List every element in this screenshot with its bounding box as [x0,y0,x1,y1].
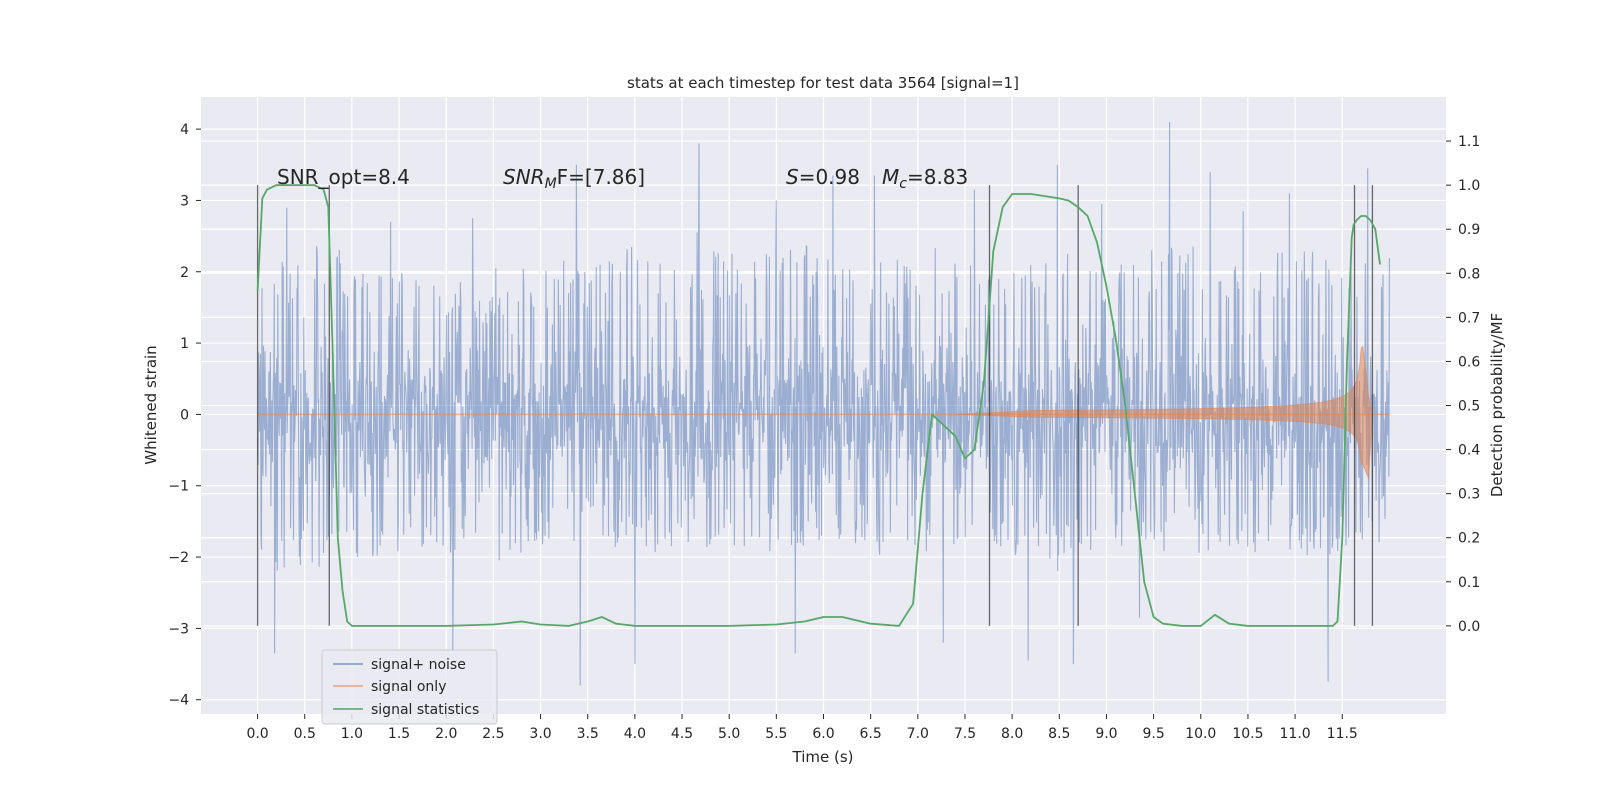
snr-mf-annotation: SNRMF=[7.86] [503,165,645,192]
x-tick-label: 8.0 [1001,726,1023,742]
legend: signal+ noise signal only signal statist… [321,649,498,725]
legend-label-signal-only: signal only [371,679,446,695]
y-right-tick-label: 0.3 [1458,487,1480,503]
legend-box [321,649,498,725]
signal-statistics-line [256,184,1381,627]
x-tick-label: 3.5 [577,726,599,742]
x-tick-label: 7.0 [907,726,929,742]
y-axis-left-label: Whitened strain [142,345,160,464]
x-tick-label: 0.5 [294,726,316,742]
x-tick-label: 2.0 [435,726,457,742]
y-right-tick-label: 0.5 [1458,399,1480,415]
y-axis-right-label: Detection probability/MF [1488,313,1506,497]
y-left-tick-label: 2 [180,265,189,281]
x-tick-label: 11.5 [1327,726,1358,742]
signal-statistics-series [256,184,1381,627]
x-tick-label: 4.5 [671,726,693,742]
x-tick-label: 1.5 [388,726,410,742]
x-tick-label: 2.5 [482,726,504,742]
x-tick-label: 1.0 [341,726,363,742]
mc-annotation: Mc=8.83 [882,165,968,192]
snr-opt-annotation: SNR_opt=8.4 [277,165,410,189]
y-right-tick-label: 0.2 [1458,531,1480,547]
y-right-tick-label: 1.0 [1458,178,1480,194]
signal-noise-line [257,121,1390,686]
y-left-tick-label: −2 [168,550,189,566]
x-tick-label: 10.5 [1232,726,1263,742]
x-tick-label: 10.0 [1185,726,1216,742]
x-axis-label: Time (s) [792,748,854,766]
x-tick-label: 5.5 [765,726,787,742]
x-tick-label: 6.0 [812,726,834,742]
x-tick-label: 4.0 [624,726,646,742]
y-left-tick-label: 4 [180,122,189,138]
y-left-tick-label: −1 [168,479,189,495]
y-left-tick-label: −4 [168,693,189,709]
y-right-tick-label: 0.0 [1458,619,1480,635]
y-left-tick-label: 1 [180,336,189,352]
y-left-tick-label: 3 [180,193,189,209]
chart-title: stats at each timestep for test data 356… [627,74,1019,92]
x-tick-label: 9.0 [1095,726,1117,742]
legend-label-signal-statistics: signal statistics [371,702,479,718]
x-tick-label: 3.0 [529,726,551,742]
legend-label-signal-noise: signal+ noise [371,657,466,673]
x-tick-label: 5.0 [718,726,740,742]
y-right-tick-label: 0.1 [1458,575,1480,591]
y-right-tick-label: 0.8 [1458,266,1480,282]
y-right-tick-label: 0.4 [1458,443,1480,459]
x-tick-label: 8.5 [1048,726,1070,742]
y-right-tick-label: 0.7 [1458,310,1480,326]
s-annotation: S=0.98 [786,165,860,189]
y-right-tick-label: 0.6 [1458,354,1480,370]
x-tick-label: 7.5 [954,726,976,742]
x-tick-label: 11.0 [1280,726,1311,742]
vertical-marker-lines [256,185,1374,626]
y-right-tick-label: 0.9 [1458,222,1480,238]
signal-noise-series [257,121,1390,686]
x-tick-label: 9.5 [1142,726,1164,742]
axis-ticks: 0.0 0.5 1.0 1.5 2.0 2.5 3.0 3.5 4.0 4.5 5.0 5.5 6.0 6… [168,122,1480,742]
y-left-tick-label: 0 [180,407,189,423]
x-tick-label: 6.5 [860,726,882,742]
y-left-tick-label: −3 [168,621,189,637]
x-tick-label: 0.0 [246,726,268,742]
y-right-tick-label: 1.1 [1458,134,1480,150]
